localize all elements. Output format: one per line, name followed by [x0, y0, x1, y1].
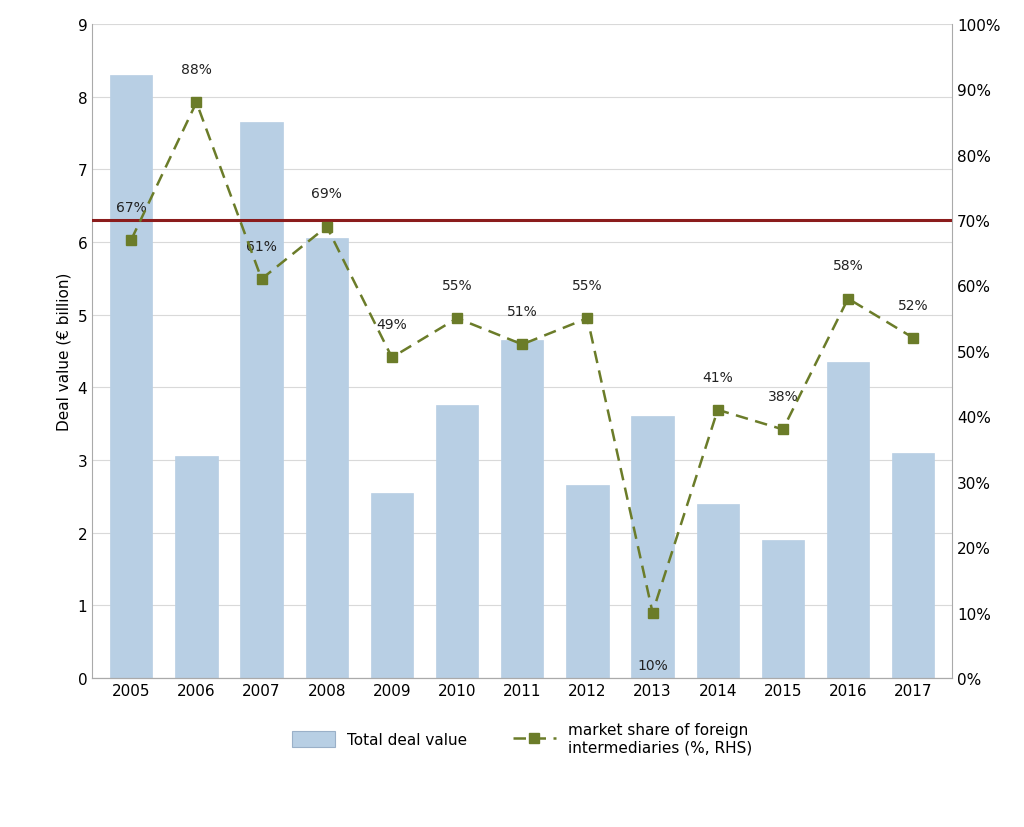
Bar [436, 406, 478, 678]
Text: 52%: 52% [898, 299, 929, 313]
Text: 88%: 88% [181, 63, 212, 77]
Text: 61%: 61% [246, 240, 278, 254]
Bar [827, 362, 869, 678]
Text: 51%: 51% [507, 305, 538, 318]
Text: 55%: 55% [441, 279, 472, 293]
Text: 38%: 38% [768, 390, 799, 404]
Bar [501, 341, 544, 678]
Text: 69%: 69% [311, 187, 342, 201]
Text: 41%: 41% [702, 370, 733, 384]
Bar [762, 540, 804, 678]
Bar [632, 417, 674, 678]
Text: 55%: 55% [572, 279, 603, 293]
Bar [696, 504, 739, 678]
Text: 67%: 67% [116, 200, 146, 214]
Text: 49%: 49% [377, 318, 408, 332]
Text: 58%: 58% [833, 259, 863, 273]
Bar [175, 457, 218, 678]
Bar [110, 75, 153, 678]
Legend: Total deal value, market share of foreign
intermediaries (%, RHS): Total deal value, market share of foreig… [285, 715, 760, 762]
Bar [305, 239, 348, 678]
Bar [566, 485, 608, 678]
Bar [241, 123, 283, 678]
Bar [371, 493, 413, 678]
Y-axis label: Deal value (€ billion): Deal value (€ billion) [57, 272, 72, 431]
Bar [892, 453, 935, 678]
Text: 10%: 10% [637, 658, 668, 672]
